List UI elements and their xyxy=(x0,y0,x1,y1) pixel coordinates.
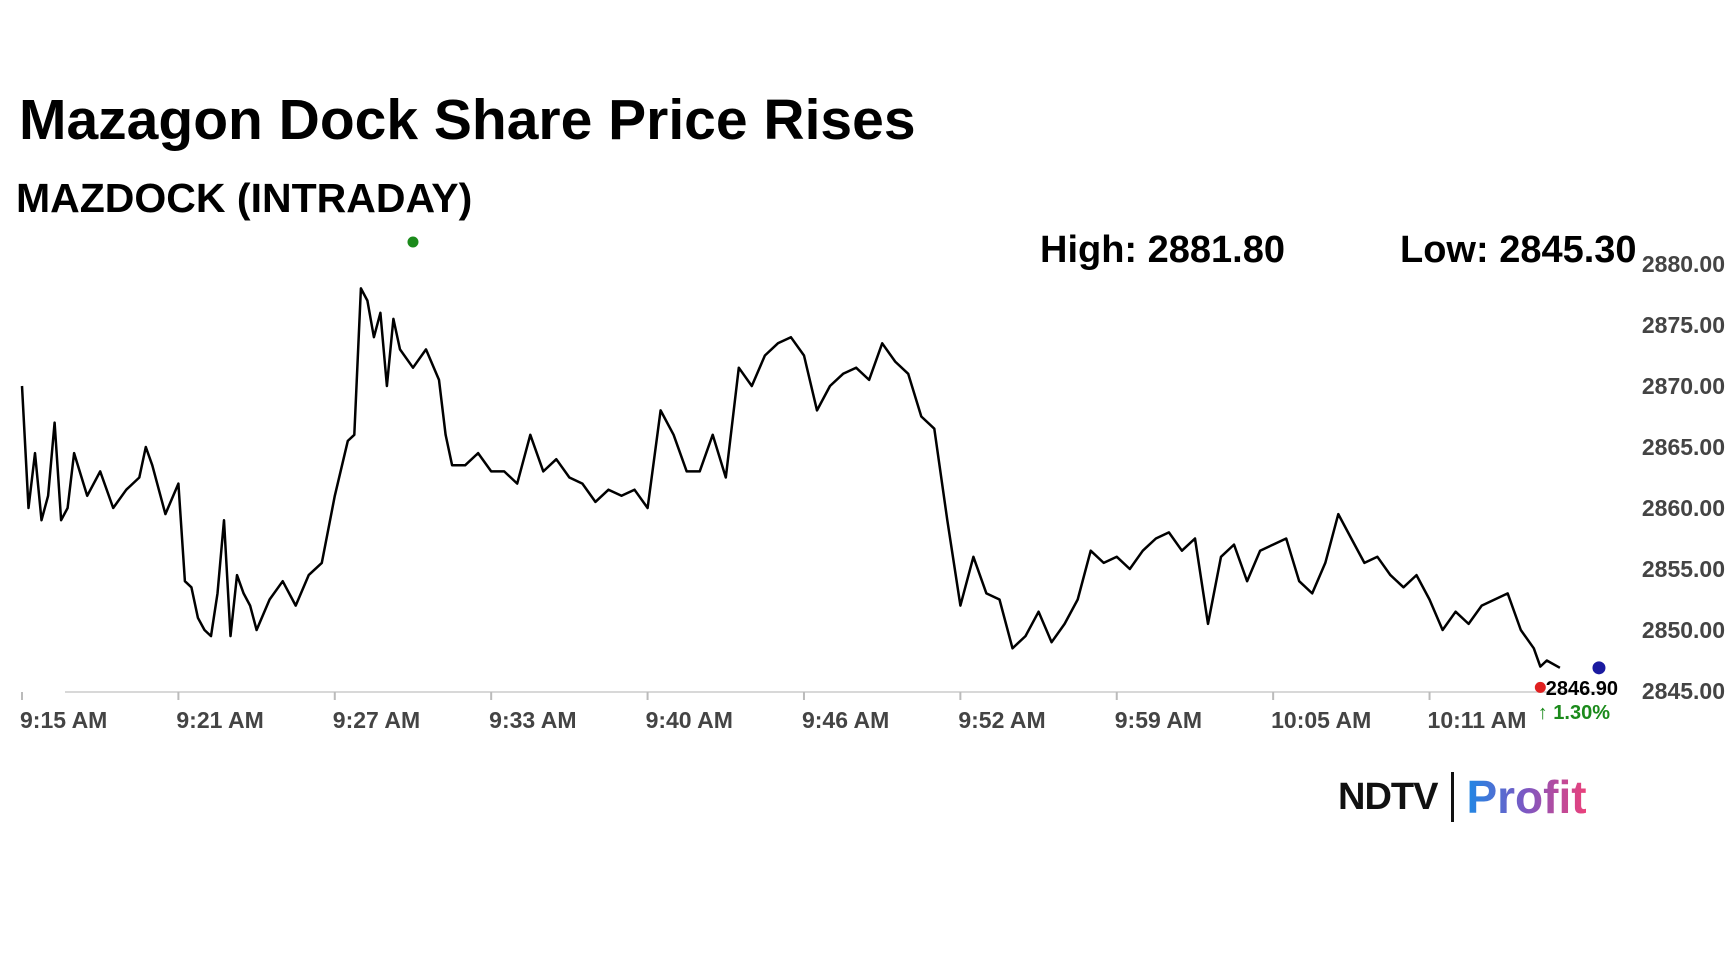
logo-separator xyxy=(1451,772,1455,822)
high-label: High: 2881.80 xyxy=(1040,229,1285,271)
x-tick-label: 10:05 AM xyxy=(1271,707,1371,733)
last-price-label: 2846.90 xyxy=(1546,678,1618,700)
ndtv-profit-logo: NDTV Profit xyxy=(1338,770,1587,824)
chart-title: Mazagon Dock Share Price Rises xyxy=(19,88,916,152)
x-tick-label: 9:21 AM xyxy=(176,707,263,733)
low-point-marker xyxy=(1534,681,1546,693)
x-tick-label: 9:33 AM xyxy=(489,707,576,733)
logo-profit-text: Profit xyxy=(1466,771,1587,823)
x-tick-label: 9:46 AM xyxy=(802,707,889,733)
y-tick-label: 2855.00 xyxy=(1642,556,1725,582)
change-label: ↑ 1.30% xyxy=(1538,702,1610,724)
y-tick-label: 2870.00 xyxy=(1642,373,1725,399)
price-line xyxy=(20,287,1561,669)
x-tick-label: 9:15 AM xyxy=(20,707,107,733)
y-tick-label: 2850.00 xyxy=(1642,617,1725,643)
x-tick-label: 9:52 AM xyxy=(958,707,1045,733)
y-tick-label: 2880.00 xyxy=(1642,251,1725,277)
y-tick-label: 2875.00 xyxy=(1642,312,1725,338)
low-label: Low: 2845.30 xyxy=(1400,229,1637,271)
x-tick-label: 9:27 AM xyxy=(333,707,420,733)
chart-subtitle: MAZDOCK (INTRADAY) xyxy=(16,175,473,221)
y-tick-label: 2860.00 xyxy=(1642,495,1725,521)
x-tick-label: 9:59 AM xyxy=(1115,707,1202,733)
x-tick-label: 10:11 AM xyxy=(1428,707,1527,733)
high-point-marker xyxy=(407,236,419,248)
logo-ndtv-text: NDTV xyxy=(1338,775,1438,818)
last-price-marker xyxy=(1592,661,1606,675)
y-tick-label: 2845.00 xyxy=(1642,678,1725,704)
y-tick-label: 2865.00 xyxy=(1642,434,1725,460)
x-tick-label: 9:40 AM xyxy=(646,707,733,733)
